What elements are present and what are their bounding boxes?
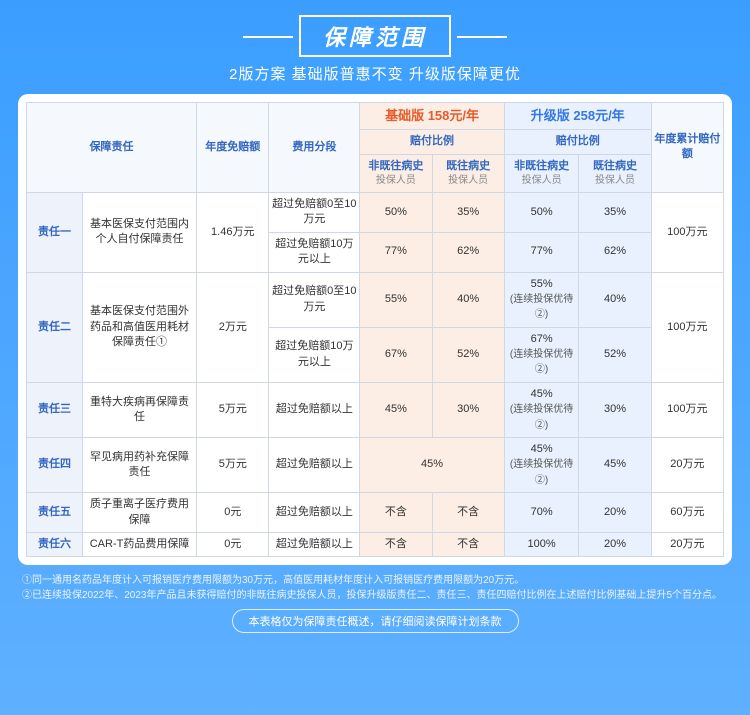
cell-b-no: 45%: [360, 382, 432, 437]
cell-b-no: 不含: [360, 533, 432, 557]
row-duty: 基本医保支付范围外药品和高值医用耗材保障责任①: [82, 272, 196, 382]
row-segment: 超过免赔额0至10万元: [269, 192, 360, 232]
row-label: 责任一: [27, 192, 83, 272]
row-deductible: 2万元: [197, 272, 269, 382]
footnote-1: ①同一通用名药品年度计入可报销医疗费用限额为30万元，高值医用耗材年度计入可报销…: [22, 573, 728, 588]
footnote-2: ②已连续投保2022年、2023年产品且未获得赔付的非既往病史投保人员，投保升级…: [22, 588, 728, 603]
cell-u-no: 70%: [504, 493, 579, 533]
row-label: 责任二: [27, 272, 83, 382]
cell-b-no: 77%: [360, 232, 432, 272]
h-annual-cap: 年度累计赔付额: [651, 103, 723, 193]
cell-u-no: 45%(连续投保优待②): [504, 438, 579, 493]
cell-u-no: 45%(连续投保优待②): [504, 382, 579, 437]
row-deductible: 1.46万元: [197, 192, 269, 272]
row-duty: CAR-T药品费用保障: [82, 533, 196, 557]
row-duty: 重特大疾病再保障责任: [82, 382, 196, 437]
h-ratio-upgrade: 赔付比例: [504, 130, 651, 154]
row-cap: 100万元: [651, 272, 723, 382]
row-cap: 100万元: [651, 192, 723, 272]
cell-b-no: 67%: [360, 327, 432, 382]
row-segment: 超过免赔额以上: [269, 493, 360, 533]
row-cap: 100万元: [651, 382, 723, 437]
row-segment: 超过免赔额10万元以上: [269, 327, 360, 382]
h-bno: 非既往病史投保人员: [360, 154, 432, 192]
cell-b-has: 30%: [432, 382, 504, 437]
disclaimer-wrap: 本表格仅为保障责任概述，请仔细阅读保障计划条款: [18, 609, 732, 633]
row-segment: 超过免赔额0至10万元: [269, 272, 360, 327]
row-label: 责任四: [27, 438, 83, 493]
cell-b-has: 62%: [432, 232, 504, 272]
coverage-table: 保障责任 年度免赔额 费用分段 基础版 158元/年 升级版 258元/年 年度…: [26, 102, 724, 557]
row-duty: 质子重离子医疗费用保障: [82, 493, 196, 533]
cell-basic-merged: 45%: [360, 438, 505, 493]
h-bhas: 既往病史投保人员: [432, 154, 504, 192]
h-uno: 非既往病史投保人员: [504, 154, 579, 192]
cell-b-has: 52%: [432, 327, 504, 382]
h-deductible: 年度免赔额: [197, 103, 269, 193]
cell-u-has: 35%: [579, 192, 651, 232]
h-uhas: 既往病史投保人员: [579, 154, 651, 192]
row-segment: 超过免赔额10万元以上: [269, 232, 360, 272]
cell-b-has: 35%: [432, 192, 504, 232]
title-wrap: 保障范围: [18, 15, 732, 57]
h-ratio-basic: 赔付比例: [360, 130, 505, 154]
row-label: 责任六: [27, 533, 83, 557]
cell-u-no: 55%(连续投保优待②): [504, 272, 579, 327]
row-label: 责任三: [27, 382, 83, 437]
cell-b-no: 50%: [360, 192, 432, 232]
subtitle: 2版方案 基础版普惠不变 升级版保障更优: [18, 63, 732, 84]
row-cap: 20万元: [651, 438, 723, 493]
disclaimer-text: 本表格仅为保障责任概述，请仔细阅读保障计划条款: [232, 609, 519, 633]
row-label: 责任五: [27, 493, 83, 533]
row-duty: 罕见病用药补充保障责任: [82, 438, 196, 493]
h-plan-basic: 基础版 158元/年: [360, 103, 505, 130]
cell-u-has: 20%: [579, 493, 651, 533]
row-deductible: 0元: [197, 493, 269, 533]
cell-u-has: 52%: [579, 327, 651, 382]
cell-u-no: 77%: [504, 232, 579, 272]
cell-u-no: 100%: [504, 533, 579, 557]
cell-u-has: 30%: [579, 382, 651, 437]
cell-b-has: 不含: [432, 533, 504, 557]
row-cap: 20万元: [651, 533, 723, 557]
row-deductible: 5万元: [197, 382, 269, 437]
row-cap: 60万元: [651, 493, 723, 533]
row-segment: 超过免赔额以上: [269, 438, 360, 493]
cell-u-no: 67%(连续投保优待②): [504, 327, 579, 382]
cell-b-has: 40%: [432, 272, 504, 327]
row-segment: 超过免赔额以上: [269, 533, 360, 557]
cell-u-has: 20%: [579, 533, 651, 557]
h-segment: 费用分段: [269, 103, 360, 193]
h-plan-upgrade: 升级版 258元/年: [504, 103, 651, 130]
footnotes: ①同一通用名药品年度计入可报销医疗费用限额为30万元，高值医用耗材年度计入可报销…: [18, 573, 732, 603]
cell-b-has: 不含: [432, 493, 504, 533]
cell-u-has: 40%: [579, 272, 651, 327]
row-deductible: 5万元: [197, 438, 269, 493]
cell-u-has: 45%: [579, 438, 651, 493]
cell-b-no: 55%: [360, 272, 432, 327]
row-segment: 超过免赔额以上: [269, 382, 360, 437]
cell-b-no: 不含: [360, 493, 432, 533]
cell-u-no: 50%: [504, 192, 579, 232]
row-deductible: 0元: [197, 533, 269, 557]
h-duty: 保障责任: [27, 103, 197, 193]
row-duty: 基本医保支付范围内个人自付保障责任: [82, 192, 196, 272]
main-title: 保障范围: [299, 15, 451, 57]
cell-u-has: 62%: [579, 232, 651, 272]
coverage-card: 保障责任 年度免赔额 费用分段 基础版 158元/年 升级版 258元/年 年度…: [18, 94, 732, 565]
